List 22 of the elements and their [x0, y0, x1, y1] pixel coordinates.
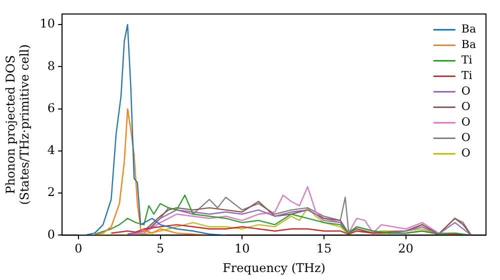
- legend-label: O: [461, 100, 470, 114]
- y-tick-label: 2: [47, 185, 56, 200]
- x-tick-label: 0: [74, 242, 82, 256]
- legend-label: O: [461, 131, 470, 144]
- y-tick-label: 6: [47, 100, 56, 115]
- y-axis-title: Phonon projected DOS (States/THz·primitive cell): [3, 44, 32, 205]
- legend-label: Ba: [461, 38, 476, 52]
- legend-label: Ti: [461, 69, 473, 82]
- legend-label: Ti: [461, 54, 473, 67]
- legend-label: O: [461, 116, 470, 129]
- x-axis-title: Frequency (THz): [222, 260, 326, 275]
- x-tick-label: 10: [234, 242, 250, 256]
- x-tick-label: 5: [156, 242, 164, 256]
- legend-label: O: [461, 146, 470, 160]
- legend-label: Ba: [461, 22, 476, 36]
- y-tick-label: 0: [47, 227, 56, 242]
- y-tick-label: 8: [47, 58, 56, 73]
- x-tick-label: 15: [316, 242, 332, 256]
- y-tick-label: 4: [47, 143, 56, 158]
- legend-label: O: [461, 84, 470, 98]
- x-tick-label: 20: [398, 242, 414, 256]
- y-tick-label: 10: [40, 16, 56, 31]
